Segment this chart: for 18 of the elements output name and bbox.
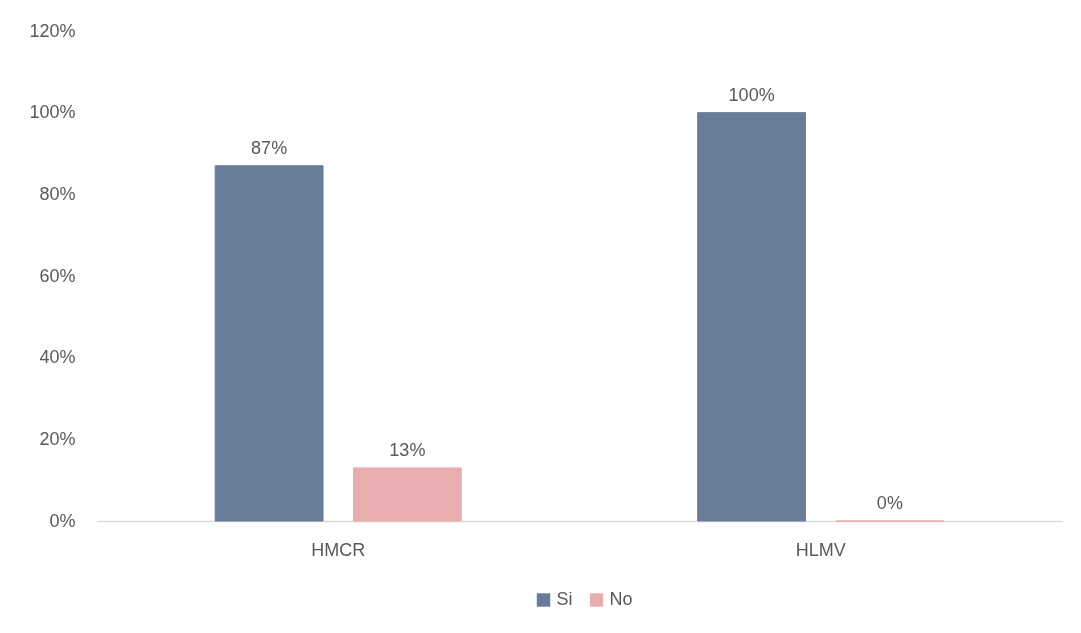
x-tick-label: HLMV: [795, 539, 846, 560]
y-tick-label: 100%: [29, 102, 76, 123]
bar: [697, 112, 807, 522]
y-tick-label: 20%: [39, 428, 76, 449]
y-tick-label: 0%: [49, 510, 76, 531]
y-tick-label: 120%: [29, 20, 76, 41]
y-tick-label: 40%: [39, 347, 76, 368]
data-label: 0%: [876, 493, 903, 513]
data-label: 13%: [389, 439, 426, 460]
y-tick-label: 60%: [39, 265, 76, 286]
x-tick-label: HMCR: [311, 539, 366, 560]
y-tick-label: 80%: [39, 183, 76, 204]
bar: [214, 165, 324, 522]
data-label: 100%: [728, 84, 775, 105]
bar: [352, 467, 462, 522]
legend-label: No: [609, 589, 633, 609]
data-label: 87%: [251, 137, 288, 158]
legend-label: Si: [556, 589, 573, 609]
